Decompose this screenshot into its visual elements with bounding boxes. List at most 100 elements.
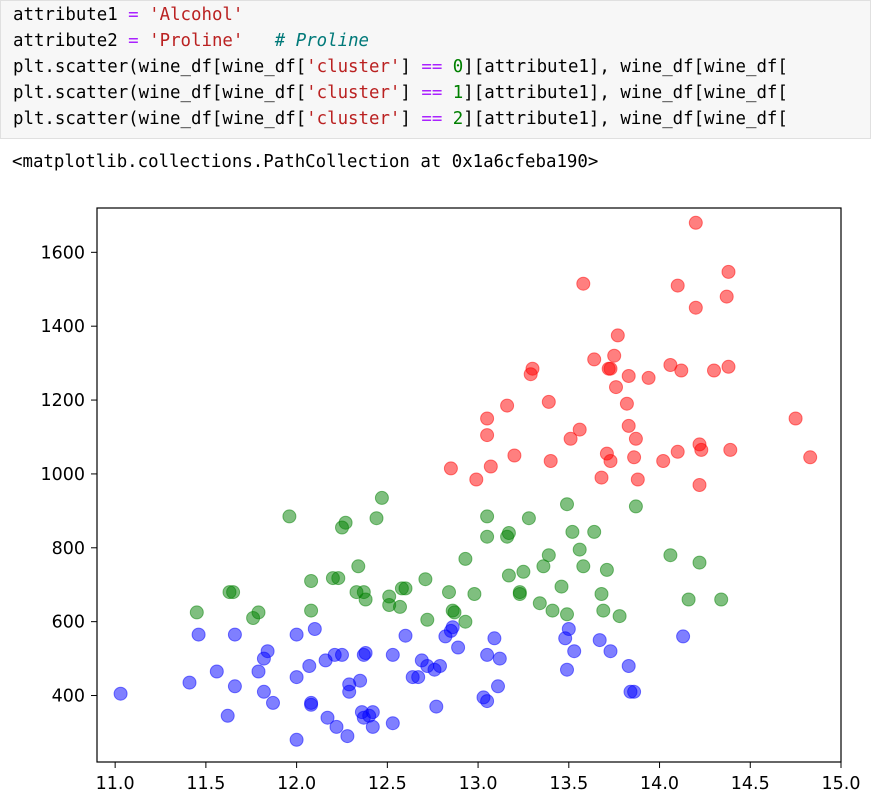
scatter-point-red xyxy=(543,454,558,468)
scatter-point-green xyxy=(480,529,495,544)
scatter-point-red xyxy=(480,411,495,426)
scatter-point-red xyxy=(788,411,803,426)
x-tick-label: 12.0 xyxy=(277,774,316,794)
scatter-point-green xyxy=(480,509,495,524)
scatter-point-red xyxy=(594,470,609,485)
y-tick-label: 1600 xyxy=(40,243,85,263)
scatter-point-blue xyxy=(340,729,355,744)
scatter-point-blue xyxy=(353,673,368,688)
code-token: attribute1 xyxy=(13,5,129,25)
scatter-point-green xyxy=(189,605,204,620)
scatter-point-red xyxy=(587,352,602,367)
scatter-point-red xyxy=(541,394,556,409)
scatter-point-blue xyxy=(220,708,235,723)
scatter-point-red xyxy=(719,289,734,304)
scatter-point-green xyxy=(304,603,319,618)
code-line: plt.scatter(wine_df[wine_df['cluster'] =… xyxy=(13,81,788,106)
code-token: attribute2 xyxy=(13,31,129,51)
scatter-point-blue xyxy=(320,710,335,725)
scatter-point-green xyxy=(246,611,261,625)
scatter-point-green xyxy=(500,529,515,544)
y-tick-label: 1200 xyxy=(40,391,85,411)
scatter-point-green xyxy=(545,603,560,618)
scatter-point-blue xyxy=(289,627,304,642)
scatter-point-red xyxy=(469,472,484,487)
scatter-point-blue xyxy=(356,710,371,725)
scatter-point-red xyxy=(670,444,685,459)
scatter-point-green xyxy=(516,564,531,579)
scatter-point-red xyxy=(670,278,685,293)
scatter-point-green xyxy=(458,551,473,566)
scatter-point-red xyxy=(619,396,634,411)
scatter-point-green xyxy=(681,592,696,607)
scatter-point-blue xyxy=(227,627,242,642)
code-line: attribute2 = 'Proline' # Proline xyxy=(13,29,369,54)
code-token: plt.scatter(wine_df[wine_df[ xyxy=(13,57,307,77)
scatter-point-red xyxy=(674,363,689,378)
x-tick-label: 11.0 xyxy=(96,774,135,794)
code-token: = xyxy=(128,31,139,51)
scatter-point-green xyxy=(565,524,580,539)
scatter-point-green xyxy=(692,555,707,570)
cell-output-text: <matplotlib.collections.PathCollection a… xyxy=(12,152,599,172)
scatter-point-green xyxy=(663,548,678,563)
scatter-point-blue xyxy=(335,647,349,662)
y-tick-label: 600 xyxy=(52,613,85,633)
scatter-point-blue xyxy=(385,716,400,731)
code-token: ] xyxy=(400,109,422,129)
scatter-point-blue xyxy=(256,651,271,666)
scatter-point-blue xyxy=(227,679,242,694)
code-token: ][attribute1], wine_df[wine_df[ xyxy=(463,83,788,103)
x-tick-label: 13.0 xyxy=(459,774,498,794)
scatter-point-green xyxy=(442,585,456,600)
scatter-point-green xyxy=(369,511,384,526)
scatter-point-green xyxy=(587,524,602,539)
code-token: 'Proline' xyxy=(149,31,244,51)
scatter-point-blue xyxy=(182,675,197,690)
code-token: = xyxy=(128,5,139,25)
scatter-point-red xyxy=(721,359,736,374)
code-line: plt.scatter(wine_df[wine_df['cluster'] =… xyxy=(13,107,788,132)
scatter-point-red xyxy=(443,461,458,476)
scatter-point-green xyxy=(628,499,643,514)
code-line: attribute1 = 'Alcohol' xyxy=(13,3,243,28)
code-token: ] xyxy=(400,83,422,103)
scatter-point-red xyxy=(599,446,614,461)
scatter-point-red xyxy=(607,348,622,363)
scatter-point-blue xyxy=(480,647,495,662)
y-tick-label: 400 xyxy=(52,687,85,707)
scatter-point-blue xyxy=(411,670,426,685)
scatter-point-blue xyxy=(592,633,607,648)
scatter-point-red xyxy=(630,472,645,487)
scatter-point-blue xyxy=(621,659,636,673)
scatter-point-red xyxy=(523,367,538,382)
scatter-point-blue xyxy=(209,664,224,679)
scatter-point-red xyxy=(723,442,738,457)
code-token: ][attribute1], wine_df[wine_df[ xyxy=(463,57,788,77)
code-token: plt.scatter(wine_df[wine_df[ xyxy=(13,109,307,129)
code-cell[interactable]: attribute1 = 'Alcohol' attribute2 = 'Pro… xyxy=(0,0,871,139)
scatter-point-green xyxy=(501,568,516,583)
scatter-point-green xyxy=(536,559,551,574)
scatter-point-red xyxy=(610,328,625,343)
scatter-point-green xyxy=(374,490,389,505)
scatter-point-blue xyxy=(429,699,444,714)
scatter-point-blue xyxy=(365,719,380,734)
y-tick-label: 800 xyxy=(52,539,85,559)
scatter-point-blue xyxy=(289,670,304,685)
points-layer xyxy=(113,215,818,747)
scatter-point-blue xyxy=(480,694,495,709)
x-tick-label: 14.0 xyxy=(640,774,679,794)
code-token: == xyxy=(421,83,443,103)
scatter-point-green xyxy=(418,572,433,587)
scatter-point-red xyxy=(627,450,642,465)
scatter-point-red xyxy=(621,418,636,433)
scatter-point-green xyxy=(325,571,340,586)
scatter-point-green xyxy=(599,562,614,577)
scatter-point-green xyxy=(358,592,373,607)
x-tick-label: 15.0 xyxy=(822,774,861,794)
scatter-point-red xyxy=(601,361,616,376)
scatter-point-green xyxy=(393,599,407,614)
scatter-point-blue xyxy=(398,628,413,643)
